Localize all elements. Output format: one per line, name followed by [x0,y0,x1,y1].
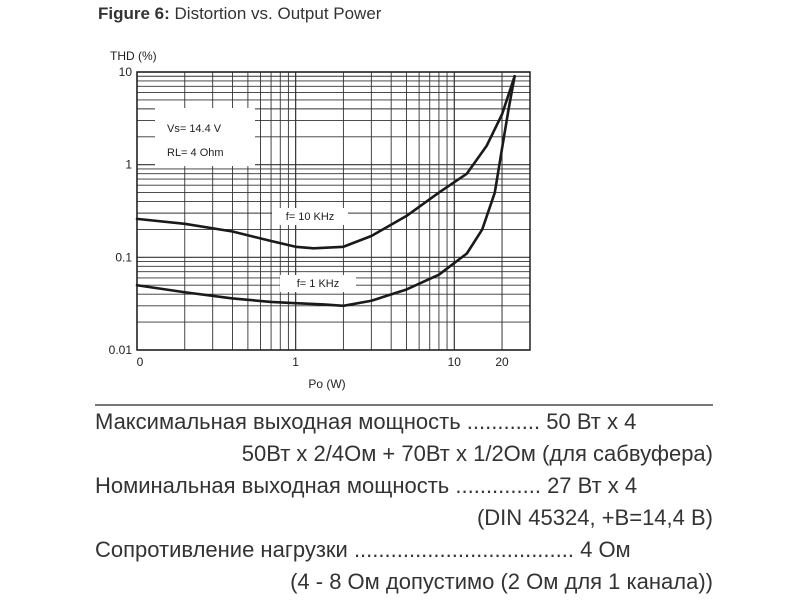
annotation-text: Vs= 14.4 V [167,123,222,135]
x-tick-label: 1 [292,355,299,369]
thd-chart: 10 1 0.1 0.01 0 1 10 20 THD (%) Po (W) Vs= 14.4 V R… [109,49,531,391]
spec-list: Максимальная выходная мощность .........… [95,404,713,598]
annotation-text: RL= 4 Ohm [167,147,224,159]
y-tick-label: 0.1 [115,250,132,264]
x-axis-label: Po (W) [308,377,345,391]
figure-title-text: Distortion vs. Output Power [174,4,382,23]
series-line [135,74,516,308]
y-tick-label: 0.01 [109,343,133,357]
series-label: f= 10 KHz [286,211,335,223]
spec-line: (DIN 45324, +B=14,4 B) [476,505,713,530]
series-line [135,74,516,250]
figure-label: Figure 6: [98,4,170,23]
x-tick-label: 20 [495,355,509,369]
spec-line: (4 - 8 Ом допустимо (2 Ом для 1 канала)) [290,569,713,594]
plot-frame [136,71,531,351]
figure-title: Figure 6: Distortion vs. Output Power [98,4,381,24]
x-tick-label: 10 [448,355,462,369]
series-label-bg [272,208,348,225]
series-label-bg [280,275,356,292]
series-label: f= 1 KHz [297,278,340,290]
annotation-box [155,108,255,166]
spec-line: 50Вт х 2/4Ом + 70Вт х 1/2Ом (для сабвуфе… [241,441,713,466]
x-tick-label: 0 [137,355,144,369]
y-axis-label: THD (%) [110,49,157,63]
spec-line: Номинальная выходная мощность ..........… [95,473,638,498]
y-tick-label: 1 [125,158,132,172]
y-tick-label: 10 [119,65,133,79]
spec-line: Сопротивление нагрузки .................… [95,537,631,562]
spec-line: Максимальная выходная мощность .........… [95,409,637,434]
